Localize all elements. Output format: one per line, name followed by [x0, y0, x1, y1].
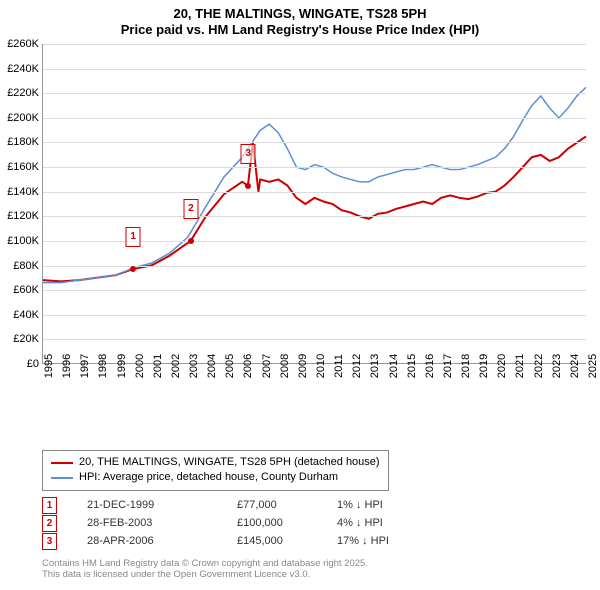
plot-region: £0£20K£40K£60K£80K£100K£120K£140K£160K£1…	[42, 44, 586, 364]
x-tick-label: 2007	[261, 354, 273, 378]
y-tick-label: £220K	[7, 87, 43, 99]
x-tick-label: 2008	[279, 354, 291, 378]
series-line	[43, 136, 586, 281]
x-tick-label: 2013	[369, 354, 381, 378]
line-series-svg	[43, 44, 586, 364]
x-tick-label: 1996	[61, 354, 73, 378]
gridline	[43, 241, 586, 242]
gridline	[43, 167, 586, 168]
legend-swatch	[51, 462, 73, 464]
gridline	[43, 142, 586, 143]
page: 20, THE MALTINGS, WINGATE, TS28 5PH Pric…	[0, 0, 600, 590]
x-tick-label: 2002	[170, 354, 182, 378]
gridline	[43, 69, 586, 70]
x-tick-label: 2016	[424, 354, 436, 378]
x-tick-label: 2023	[551, 354, 563, 378]
sale-date: 28-FEB-2003	[87, 517, 237, 529]
sale-price: £145,000	[237, 535, 337, 547]
y-tick-label: £80K	[13, 260, 43, 272]
gridline	[43, 192, 586, 193]
sale-date: 28-APR-2006	[87, 535, 237, 547]
y-tick-label: £0	[27, 358, 43, 370]
chart-title: 20, THE MALTINGS, WINGATE, TS28 5PH Pric…	[0, 0, 600, 39]
gridline	[43, 315, 586, 316]
title-line-2: Price paid vs. HM Land Registry's House …	[0, 22, 600, 38]
sale-delta: 1% ↓ HPI	[337, 499, 457, 511]
x-tick-label: 1995	[43, 354, 55, 378]
legend-label: HPI: Average price, detached house, Coun…	[79, 470, 338, 485]
x-tick-label: 2021	[514, 354, 526, 378]
sale-marker-box: 2	[183, 199, 198, 219]
sale-delta: 17% ↓ HPI	[337, 535, 457, 547]
x-tick-label: 2015	[406, 354, 418, 378]
sale-number-box: 3	[42, 533, 57, 550]
x-tick-label: 2024	[569, 354, 581, 378]
chart-area: £0£20K£40K£60K£80K£100K£120K£140K£160K£1…	[42, 44, 586, 404]
x-tick-label: 2020	[496, 354, 508, 378]
x-tick-label: 2005	[224, 354, 236, 378]
footer-line-1: Contains HM Land Registry data © Crown c…	[42, 558, 368, 569]
x-tick-label: 2011	[333, 354, 345, 378]
sale-marker-box: 3	[241, 144, 256, 164]
sale-price: £77,000	[237, 499, 337, 511]
footer-line-2: This data is licensed under the Open Gov…	[42, 569, 368, 580]
sale-row: 3 28-APR-2006£145,00017% ↓ HPI	[42, 532, 457, 550]
sale-number-box: 1	[42, 497, 57, 514]
x-tick-label: 2018	[460, 354, 472, 378]
sale-point-dot	[130, 266, 136, 272]
legend-row: 20, THE MALTINGS, WINGATE, TS28 5PH (det…	[51, 455, 380, 470]
x-tick-label: 1997	[79, 354, 91, 378]
gridline	[43, 93, 586, 94]
footer-attribution: Contains HM Land Registry data © Crown c…	[42, 558, 368, 581]
x-tick-label: 2014	[388, 354, 400, 378]
x-tick-label: 2006	[242, 354, 254, 378]
sale-point-dot	[245, 183, 251, 189]
y-tick-label: £240K	[7, 63, 43, 75]
x-tick-label: 2017	[442, 354, 454, 378]
gridline	[43, 290, 586, 291]
sale-price: £100,000	[237, 517, 337, 529]
y-tick-label: £160K	[7, 161, 43, 173]
sale-date: 21-DEC-1999	[87, 499, 237, 511]
y-tick-label: £40K	[13, 309, 43, 321]
gridline	[43, 266, 586, 267]
x-tick-label: 2004	[206, 354, 218, 378]
y-tick-label: £260K	[7, 38, 43, 50]
sale-row: 2 28-FEB-2003£100,0004% ↓ HPI	[42, 514, 457, 532]
legend-label: 20, THE MALTINGS, WINGATE, TS28 5PH (det…	[79, 455, 380, 470]
sale-delta: 4% ↓ HPI	[337, 517, 457, 529]
y-tick-label: £120K	[7, 210, 43, 222]
sale-point-dot	[188, 238, 194, 244]
gridline	[43, 44, 586, 45]
legend-row: HPI: Average price, detached house, Coun…	[51, 470, 380, 485]
y-tick-label: £20K	[13, 333, 43, 345]
sales-table: 1 21-DEC-1999£77,0001% ↓ HPI 2 28-FEB-2003£…	[42, 496, 457, 550]
sale-row: 1 21-DEC-1999£77,0001% ↓ HPI	[42, 496, 457, 514]
x-tick-label: 2012	[351, 354, 363, 378]
sale-marker-box: 1	[126, 227, 141, 247]
y-tick-label: £100K	[7, 235, 43, 247]
x-tick-label: 2025	[587, 354, 599, 378]
y-tick-label: £200K	[7, 112, 43, 124]
gridline	[43, 216, 586, 217]
x-tick-label: 2003	[188, 354, 200, 378]
x-tick-label: 2001	[152, 354, 164, 378]
gridline	[43, 118, 586, 119]
y-tick-label: £60K	[13, 284, 43, 296]
x-tick-label: 1999	[116, 354, 128, 378]
x-tick-label: 1998	[97, 354, 109, 378]
legend: 20, THE MALTINGS, WINGATE, TS28 5PH (det…	[42, 450, 389, 491]
y-tick-label: £180K	[7, 136, 43, 148]
sale-number-box: 2	[42, 515, 57, 532]
x-tick-label: 2000	[134, 354, 146, 378]
gridline	[43, 339, 586, 340]
y-tick-label: £140K	[7, 186, 43, 198]
x-tick-label: 2009	[297, 354, 309, 378]
title-line-1: 20, THE MALTINGS, WINGATE, TS28 5PH	[0, 6, 600, 22]
x-tick-label: 2022	[533, 354, 545, 378]
x-tick-label: 2019	[478, 354, 490, 378]
x-tick-label: 2010	[315, 354, 327, 378]
legend-swatch	[51, 477, 73, 479]
